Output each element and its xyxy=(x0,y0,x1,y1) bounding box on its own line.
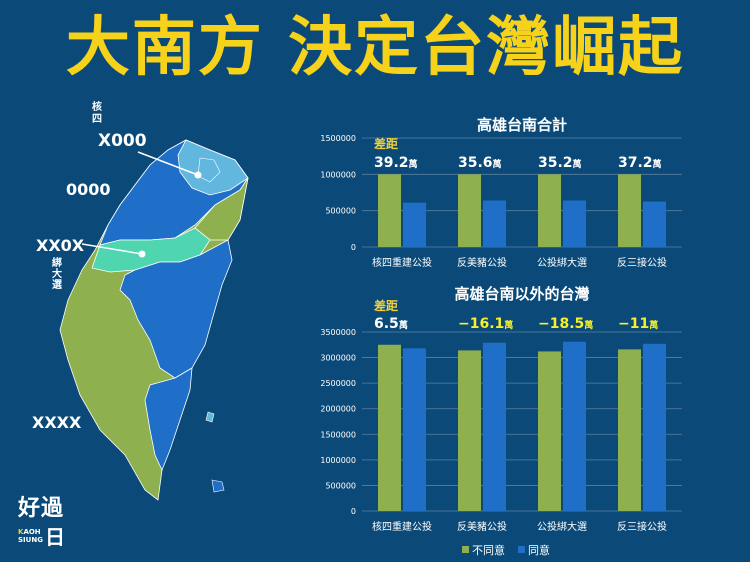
bar-agree xyxy=(403,348,426,511)
y-tick-label: 1000000 xyxy=(320,456,356,465)
bar-disagree xyxy=(458,174,481,247)
island-lanyu xyxy=(211,479,225,493)
bar-agree xyxy=(563,200,586,247)
legend-label: 同意 xyxy=(528,543,550,557)
y-tick-label: 0 xyxy=(351,243,356,252)
category-label: 公投綁大選 xyxy=(537,520,587,533)
y-tick-label: 1500000 xyxy=(320,134,356,143)
map-label-top: X000 xyxy=(98,131,147,151)
legend-swatch xyxy=(518,546,525,553)
diff-annotation: 6.5萬 xyxy=(374,316,408,332)
y-tick-label: 3000000 xyxy=(320,354,356,363)
diff-annotation: 35.2萬 xyxy=(538,155,582,171)
logo-mark: 日 xyxy=(44,525,65,549)
legend-label: 不同意 xyxy=(472,543,505,557)
bar-agree xyxy=(483,342,506,511)
chart-title: 高雄台南以外的台灣 xyxy=(454,285,589,303)
bar-disagree xyxy=(458,350,481,511)
logo-k: K xyxy=(18,527,24,536)
y-tick-label: 0 xyxy=(351,507,356,516)
bar-disagree xyxy=(618,174,641,247)
bar-agree xyxy=(563,341,586,511)
map-label-left-upper: 0000 xyxy=(66,180,111,199)
bar-disagree xyxy=(538,174,561,247)
bar-agree xyxy=(483,200,506,247)
y-tick-label: 3500000 xyxy=(320,328,356,337)
bar-disagree xyxy=(618,349,641,511)
diff-annotation: −11萬 xyxy=(618,316,658,332)
callout-line-north xyxy=(137,151,199,176)
y-tick-label: 2000000 xyxy=(320,405,356,414)
bar-disagree xyxy=(378,344,401,511)
map-label-bottom: XXXX xyxy=(32,413,82,432)
category-label: 反美豬公投 xyxy=(457,256,507,269)
diff-annotation: −16.1萬 xyxy=(458,316,513,332)
logo-text: 好過 xyxy=(18,496,65,521)
diff-annotation: 39.2萬 xyxy=(374,155,418,171)
callout-dot-mid xyxy=(138,250,146,258)
logo: 好過 KAOH SIUNG 日 xyxy=(18,497,65,550)
bar-agree xyxy=(643,201,666,247)
category-label: 核四重建公投 xyxy=(372,520,432,533)
callout-line-mid xyxy=(81,243,143,255)
y-tick-label: 1500000 xyxy=(320,430,356,439)
category-label: 核四重建公投 xyxy=(372,256,432,269)
diff-annotation: 35.6萬 xyxy=(458,155,502,171)
diff-label: 差距 xyxy=(373,136,398,151)
map-label-top-small: 核 四 xyxy=(92,102,102,125)
y-tick-label: 1000000 xyxy=(320,170,356,179)
bar-disagree xyxy=(538,351,561,511)
chart-kaohsiung-tainan: 高雄台南合計 0 500000 1000000 1500000 核四重建公投 39.2萬反美… xyxy=(320,116,682,269)
y-tick-label: 2500000 xyxy=(320,379,356,388)
legend: 不同意 同意 xyxy=(462,543,550,557)
bar-disagree xyxy=(378,174,401,247)
bar-agree xyxy=(643,343,666,511)
logo-siung: SIUNG xyxy=(18,535,43,544)
page-title: 大南方 決定台灣崛起 xyxy=(65,11,685,85)
map-label-mid-small: 綁 大 選 xyxy=(52,258,62,291)
chart-rest-of-taiwan: 高雄台南以外的台灣 0 500000 1000000 1500000 2000000 250… xyxy=(320,285,682,533)
chart-title: 高雄台南合計 xyxy=(477,116,567,134)
logo-aoh: AOH xyxy=(23,527,41,536)
category-label: 反三接公投 xyxy=(617,520,667,533)
region-southeast-blue xyxy=(144,367,193,472)
category-label: 反三接公投 xyxy=(617,256,667,269)
y-tick-label: 500000 xyxy=(325,481,356,490)
diff-label: 差距 xyxy=(373,298,398,313)
category-label: 公投綁大選 xyxy=(537,256,587,269)
y-tick-label: 500000 xyxy=(325,207,356,216)
category-label: 反美豬公投 xyxy=(457,520,507,533)
diff-annotation: −18.5萬 xyxy=(538,316,593,332)
bar-agree xyxy=(403,202,426,247)
legend-swatch xyxy=(462,546,469,553)
diff-annotation: 37.2萬 xyxy=(618,155,662,171)
island-green xyxy=(205,411,215,423)
region-central-east-blue xyxy=(119,239,233,379)
callout-dot-north xyxy=(194,171,202,179)
taiwan-map xyxy=(59,139,249,501)
map-label-mid: XX0X xyxy=(36,236,85,255)
